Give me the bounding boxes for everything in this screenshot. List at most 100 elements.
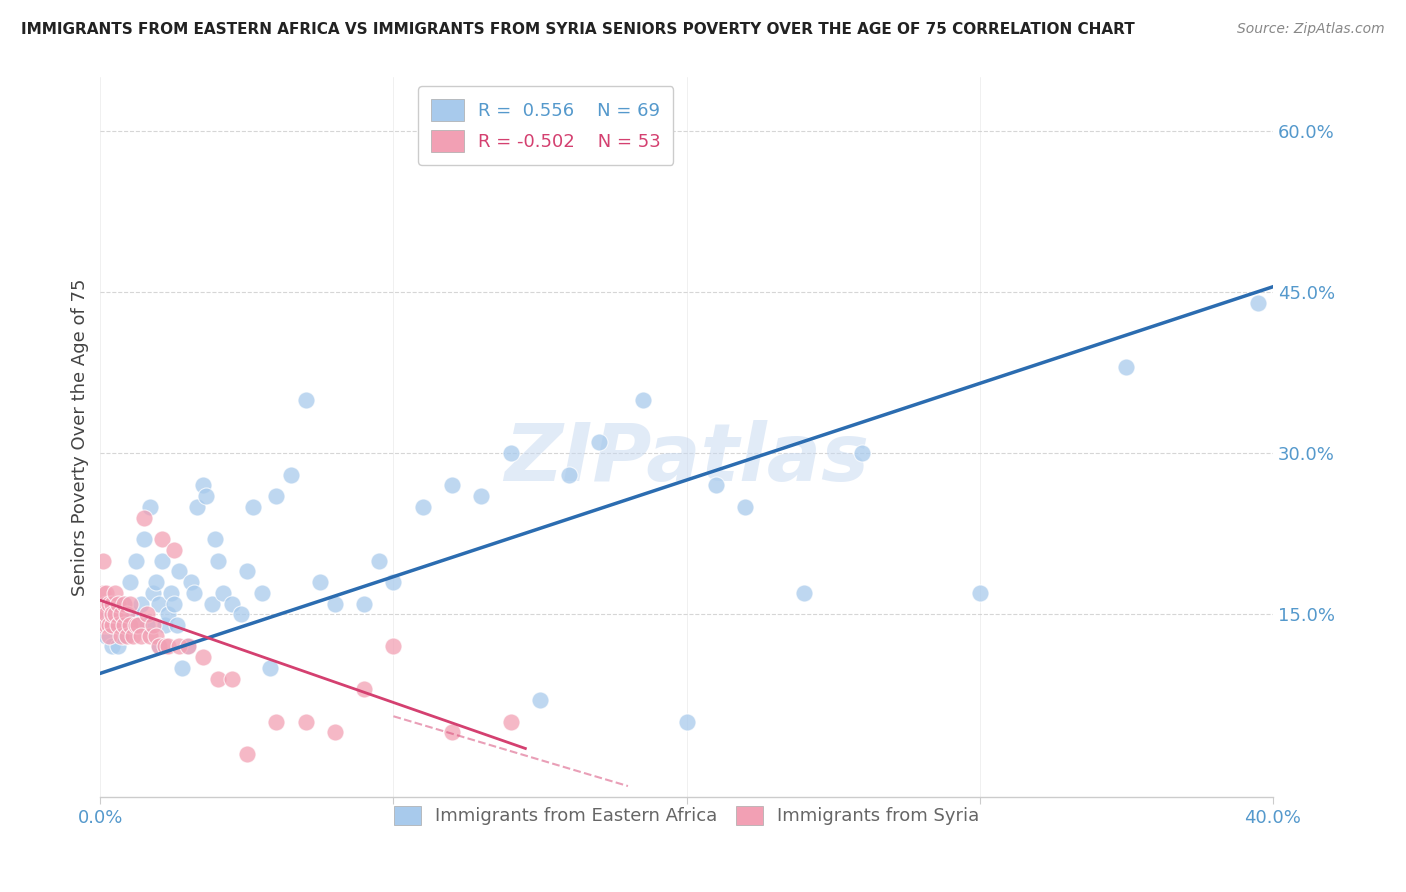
Point (851, 446, 873, 460)
Point (145, 629, 167, 643)
Point (101, 640, 124, 654)
Point (412, 500, 434, 514)
Point (207, 553, 229, 567)
Y-axis label: Seniors Poverty Over the Age of 75: Seniors Poverty Over the Age of 75 (72, 278, 89, 596)
Point (134, 510, 156, 524)
Point (229, 607, 252, 622)
Point (127, 618, 149, 632)
Point (98, 607, 121, 622)
Point (90, 618, 112, 632)
Point (124, 618, 146, 632)
Point (588, 435, 610, 450)
Point (121, 629, 143, 643)
Point (104, 618, 127, 632)
Point (96, 586, 118, 600)
Point (142, 586, 165, 600)
Point (91, 586, 114, 600)
Point (166, 618, 188, 632)
Legend: Immigrants from Eastern Africa, Immigrants from Syria: Immigrants from Eastern Africa, Immigran… (385, 797, 988, 835)
Point (280, 467, 302, 482)
Point (96, 607, 118, 622)
Point (367, 553, 389, 567)
Point (323, 725, 346, 739)
Point (115, 629, 138, 643)
Point (96, 597, 118, 611)
Point (131, 597, 153, 611)
Point (115, 618, 138, 632)
Point (631, 392, 654, 407)
Point (115, 607, 138, 622)
Point (91, 607, 114, 622)
Point (793, 586, 815, 600)
Point (1115, 360, 1137, 375)
Point (242, 500, 264, 514)
Point (110, 607, 132, 622)
Point (156, 640, 179, 654)
Point (236, 564, 259, 578)
Point (183, 586, 205, 600)
Point (969, 586, 991, 600)
Point (159, 586, 181, 600)
Point (201, 597, 224, 611)
Point (139, 629, 162, 643)
Point (107, 618, 129, 632)
Point (148, 597, 170, 611)
Point (91, 553, 114, 567)
Point (153, 618, 176, 632)
Point (180, 575, 202, 590)
Point (148, 640, 170, 654)
Point (118, 597, 141, 611)
Point (309, 575, 332, 590)
Point (162, 597, 184, 611)
Point (382, 575, 405, 590)
Point (204, 532, 226, 546)
Point (221, 597, 243, 611)
Point (118, 575, 141, 590)
Point (150, 553, 173, 567)
Point (353, 597, 375, 611)
Point (150, 532, 173, 546)
Text: ZIPatlas: ZIPatlas (505, 420, 869, 498)
Point (101, 618, 124, 632)
Point (470, 489, 492, 503)
Point (96, 618, 118, 632)
Point (107, 640, 129, 654)
Point (177, 640, 200, 654)
Point (110, 607, 132, 622)
Point (191, 650, 214, 665)
Point (142, 618, 165, 632)
Point (124, 553, 146, 567)
Point (499, 714, 522, 729)
Point (96, 629, 118, 643)
Point (118, 618, 141, 632)
Point (734, 500, 756, 514)
Point (250, 586, 273, 600)
Point (264, 489, 287, 503)
Point (131, 629, 153, 643)
Point (236, 747, 259, 761)
Point (101, 607, 124, 622)
Point (104, 607, 127, 622)
Point (112, 618, 135, 632)
Point (112, 597, 135, 611)
Point (98, 629, 121, 643)
Point (264, 714, 287, 729)
Point (558, 467, 581, 482)
Point (127, 618, 149, 632)
Point (212, 586, 235, 600)
Point (134, 532, 156, 546)
Point (98, 597, 121, 611)
Point (294, 714, 316, 729)
Point (169, 640, 191, 654)
Point (221, 672, 243, 686)
Point (121, 607, 143, 622)
Point (107, 597, 129, 611)
Point (441, 478, 464, 492)
Point (704, 478, 727, 492)
Point (177, 640, 200, 654)
Point (148, 640, 170, 654)
Point (294, 392, 316, 407)
Point (441, 725, 464, 739)
Point (98, 618, 121, 632)
Point (186, 500, 208, 514)
